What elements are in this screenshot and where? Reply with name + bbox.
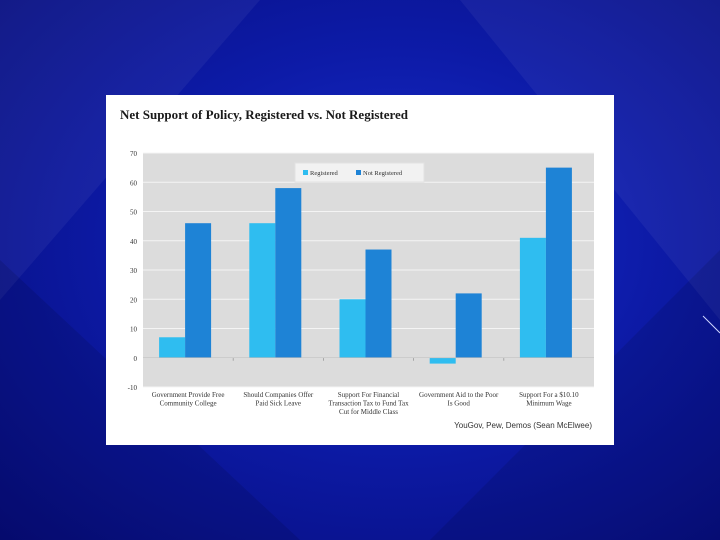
chart-card: Net Support of Policy, Registered vs. No…	[106, 95, 614, 445]
y-tick-label: 60	[130, 179, 138, 187]
legend-label: Registered	[310, 170, 339, 177]
bar-registered	[429, 357, 456, 364]
bar-not-registered	[545, 167, 572, 358]
y-tick-label: 0	[134, 355, 138, 363]
y-tick-label: 40	[130, 238, 138, 246]
bar-registered	[339, 299, 366, 358]
legend-label: Not Registered	[363, 170, 403, 177]
category-label: Is Good	[448, 400, 471, 408]
category-label: Transaction Tax to Fund Tax	[328, 400, 409, 408]
category-label: Government Aid to the Poor	[419, 391, 499, 399]
chart-title: Net Support of Policy, Registered vs. No…	[120, 107, 409, 122]
y-tick-label: 10	[130, 326, 138, 334]
bar-not-registered	[275, 188, 302, 358]
category-label: Cut for Middle Class	[339, 408, 398, 416]
y-tick-label: -10	[128, 384, 138, 392]
bar-not-registered	[365, 249, 392, 358]
category-label: Government Provide Free	[152, 391, 225, 399]
legend-swatch	[303, 170, 308, 175]
legend-swatch	[356, 170, 361, 175]
bar-registered	[159, 337, 186, 358]
bar-registered	[249, 223, 276, 358]
category-label: Minimum Wage	[526, 400, 571, 408]
category-label: Support For a $10.10	[519, 391, 579, 399]
bar-not-registered	[455, 293, 482, 358]
category-label: Paid Sick Leave	[256, 400, 301, 408]
y-tick-label: 70	[130, 150, 138, 158]
category-label: Should Companies Offer	[243, 391, 314, 399]
bar-chart: 70 60 50 40 30 20 10 0 -10 Government Provide Fre…	[128, 150, 594, 416]
y-tick-label: 30	[130, 267, 138, 275]
category-label: Support For Financial	[338, 391, 399, 399]
y-tick-label: 20	[130, 296, 138, 304]
category-label: Community College	[160, 400, 217, 408]
y-tick-label: 50	[130, 209, 138, 217]
bar-registered	[519, 237, 546, 358]
source-caption: YouGov, Pew, Demos (Sean McElwee)	[454, 421, 592, 430]
bar-not-registered	[185, 223, 212, 358]
